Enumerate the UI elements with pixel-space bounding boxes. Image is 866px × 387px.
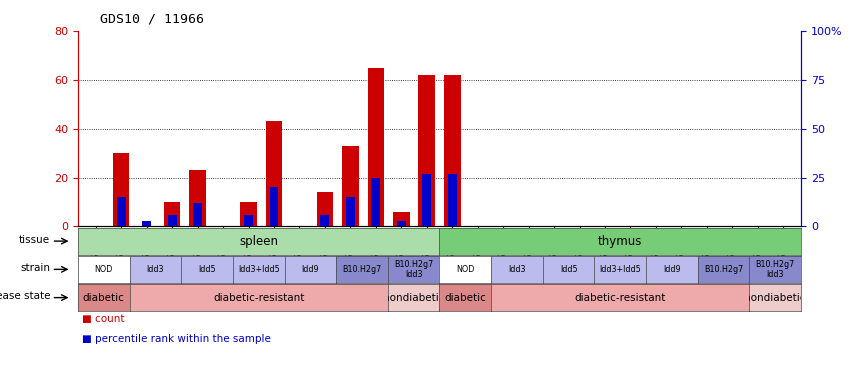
- Bar: [244, 215, 253, 226]
- Text: ■ count: ■ count: [82, 314, 125, 324]
- Text: diabetic: diabetic: [444, 293, 486, 303]
- Text: B10.H2g7
Idd3: B10.H2g7 Idd3: [756, 260, 795, 279]
- Text: Idd3+Idd5: Idd3+Idd5: [599, 265, 641, 274]
- Text: nondiabetic: nondiabetic: [745, 293, 806, 303]
- Text: diabetic: diabetic: [83, 293, 125, 303]
- Text: Idd9: Idd9: [663, 265, 681, 274]
- Bar: [317, 192, 333, 226]
- Bar: [320, 215, 329, 226]
- Bar: [193, 203, 202, 226]
- Bar: [444, 75, 461, 226]
- Text: NOD: NOD: [456, 265, 475, 274]
- Bar: [418, 75, 435, 226]
- Text: Idd9: Idd9: [301, 265, 320, 274]
- Text: disease state: disease state: [0, 291, 50, 301]
- Bar: [240, 202, 257, 226]
- Text: diabetic-resistant: diabetic-resistant: [574, 293, 666, 303]
- Bar: [164, 202, 180, 226]
- Bar: [367, 68, 385, 226]
- Text: strain: strain: [20, 263, 50, 273]
- Bar: [372, 178, 380, 226]
- Text: ■ percentile rank within the sample: ■ percentile rank within the sample: [82, 334, 271, 344]
- Bar: [269, 187, 279, 226]
- Text: diabetic-resistant: diabetic-resistant: [213, 293, 305, 303]
- Text: GDS10 / 11966: GDS10 / 11966: [100, 12, 204, 26]
- Bar: [168, 215, 177, 226]
- Text: Idd5: Idd5: [198, 265, 216, 274]
- Bar: [346, 197, 355, 226]
- Text: spleen: spleen: [239, 235, 278, 248]
- Bar: [423, 174, 431, 226]
- Bar: [117, 197, 126, 226]
- Text: B10.H2g7: B10.H2g7: [342, 265, 382, 274]
- Bar: [393, 212, 410, 226]
- Bar: [113, 153, 130, 226]
- Bar: [190, 170, 206, 226]
- Bar: [448, 174, 456, 226]
- Text: tissue: tissue: [19, 235, 50, 245]
- Text: B10.H2g7: B10.H2g7: [704, 265, 743, 274]
- Text: Idd5: Idd5: [559, 265, 578, 274]
- Bar: [142, 221, 152, 226]
- Text: Idd3+Idd5: Idd3+Idd5: [238, 265, 280, 274]
- Text: B10.H2g7
Idd3: B10.H2g7 Idd3: [394, 260, 433, 279]
- Text: NOD: NOD: [94, 265, 113, 274]
- Text: nondiabetic: nondiabetic: [383, 293, 444, 303]
- Text: thymus: thymus: [598, 235, 643, 248]
- Bar: [342, 146, 359, 226]
- Bar: [397, 221, 406, 226]
- Bar: [266, 122, 282, 226]
- Text: Idd3: Idd3: [508, 265, 526, 274]
- Text: Idd3: Idd3: [146, 265, 165, 274]
